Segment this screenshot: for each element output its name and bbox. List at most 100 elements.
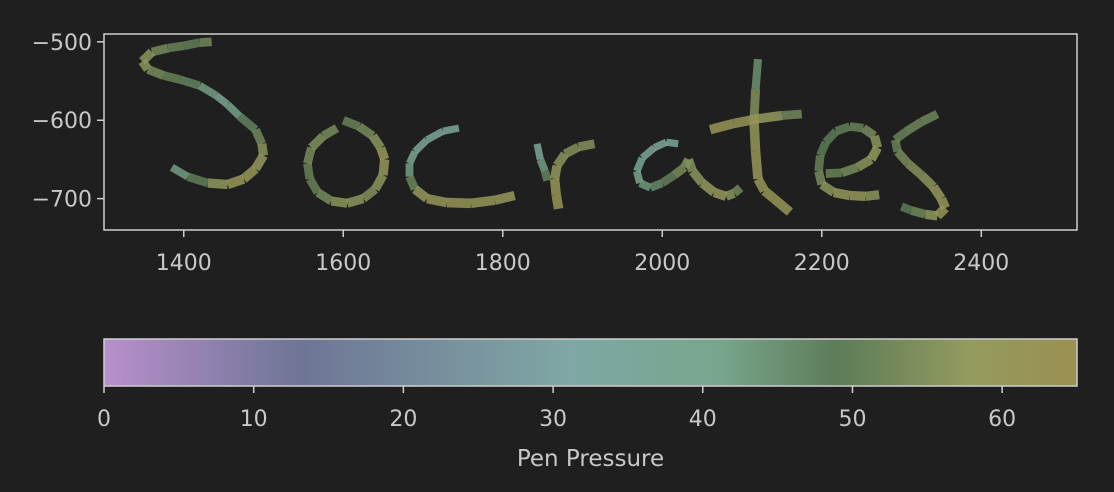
stroke-segment <box>549 178 561 196</box>
stroke-segment <box>648 179 664 192</box>
stroke-segment <box>178 75 201 90</box>
stroke-segment <box>633 170 644 184</box>
colorbar-tick-label: 30 <box>539 407 567 432</box>
stroke-segment <box>890 138 902 153</box>
x-tick-label: 2000 <box>634 251 690 276</box>
stroke-segment <box>346 194 365 208</box>
stroke-segment <box>412 137 430 155</box>
stroke-segment <box>652 138 668 151</box>
stroke-a <box>633 138 744 201</box>
stroke-segment <box>562 142 581 158</box>
colorbar-tick-label: 40 <box>689 407 717 432</box>
stroke-segment <box>751 58 763 90</box>
stroke-segment <box>724 188 736 201</box>
stroke-segment <box>306 176 322 195</box>
stroke-segment <box>213 92 230 108</box>
stroke-segment <box>425 128 445 143</box>
stroke-segment <box>356 122 376 140</box>
stroke-segment <box>770 194 793 216</box>
stroke-segment <box>167 41 185 53</box>
stroke-segment <box>405 174 419 191</box>
stroke-segment <box>251 127 266 146</box>
stroke-segment <box>814 155 825 172</box>
stroke-segment <box>865 190 880 201</box>
stroke-segment <box>369 133 385 151</box>
stroke-segment <box>733 113 759 129</box>
stroke-segment <box>376 146 390 161</box>
stroke-segment <box>819 180 837 197</box>
plot-frame <box>103 33 1078 231</box>
stroke-segment <box>899 202 913 215</box>
stroke-segment <box>224 101 243 120</box>
stroke-segment <box>169 163 190 181</box>
stroke-segment <box>186 172 209 188</box>
stroke-segment <box>671 163 688 179</box>
stroke-segment <box>909 206 927 219</box>
colorbar-tick-label: 10 <box>240 407 268 432</box>
stroke-segment <box>934 204 949 220</box>
stroke-e <box>814 122 882 201</box>
stroke-segment <box>834 122 852 136</box>
x-tick-label: 1400 <box>156 251 212 276</box>
stroke-segment <box>903 118 924 136</box>
stroke-segment <box>257 143 269 157</box>
stroke-segment <box>840 163 860 177</box>
stroke-segment <box>378 158 390 176</box>
stroke-segment <box>240 165 259 183</box>
stroke-segment <box>138 58 152 72</box>
stroke-segment <box>708 118 736 135</box>
stroke-segment <box>638 179 652 192</box>
stroke-segment <box>892 128 909 144</box>
stroke-S <box>138 37 269 190</box>
stroke-segment <box>207 178 228 190</box>
colorbar-label: Pen Pressure <box>517 446 664 472</box>
stroke-segment <box>536 157 549 173</box>
y-tick-label: −700 <box>32 188 92 213</box>
y-axis: −500 −600 −700 <box>32 31 104 213</box>
stroke-segment <box>781 109 803 120</box>
stroke-segment <box>924 209 939 221</box>
stroke-segment <box>236 113 259 133</box>
stroke-segment <box>341 116 361 131</box>
colorbar-tick-label: 20 <box>389 407 417 432</box>
stroke-segment <box>684 157 697 173</box>
stroke-segment <box>426 193 448 208</box>
stroke-segment <box>412 185 430 203</box>
stroke-segment <box>182 38 201 50</box>
stroke-segment <box>929 184 946 202</box>
stroke-segment <box>918 171 937 191</box>
stroke-segment <box>303 146 316 165</box>
stroke-segment <box>753 176 769 194</box>
stroke-o <box>303 116 390 208</box>
stroke-segment <box>139 48 156 65</box>
stroke-segment <box>470 195 496 209</box>
stroke-segment <box>689 168 706 186</box>
stroke-segment <box>849 122 864 133</box>
stroke-segment <box>761 187 777 203</box>
stroke-segment <box>315 188 334 205</box>
stroke-segment <box>904 160 925 179</box>
stroke-segment <box>442 124 460 135</box>
x-axis: 1400 1600 1800 2000 2200 2400 <box>156 230 1009 276</box>
stroke-r1 <box>533 143 552 182</box>
stroke-segment <box>750 151 763 180</box>
stroke-segment <box>749 119 761 152</box>
stroke-segment <box>550 164 562 180</box>
stroke-segment <box>825 168 842 178</box>
stroke-segment <box>919 110 940 126</box>
stroke-segment <box>308 132 327 151</box>
stroke-segment <box>665 138 679 148</box>
stroke-segment <box>371 172 388 192</box>
stroke-segment <box>894 148 912 167</box>
colorbar-tick-label: 50 <box>838 407 866 432</box>
stroke-segment <box>867 145 882 162</box>
stroke-segment <box>731 184 744 197</box>
y-tick-label: −600 <box>32 109 92 134</box>
colorbar-axis: 0 10 20 30 40 50 60 <box>97 386 1016 432</box>
x-tick-label: 2200 <box>794 251 850 276</box>
stroke-segment <box>633 156 646 173</box>
stroke-segment <box>493 190 516 205</box>
stroke-segment <box>860 124 877 140</box>
stroke-segment <box>816 140 830 158</box>
stroke-segment <box>162 71 181 84</box>
